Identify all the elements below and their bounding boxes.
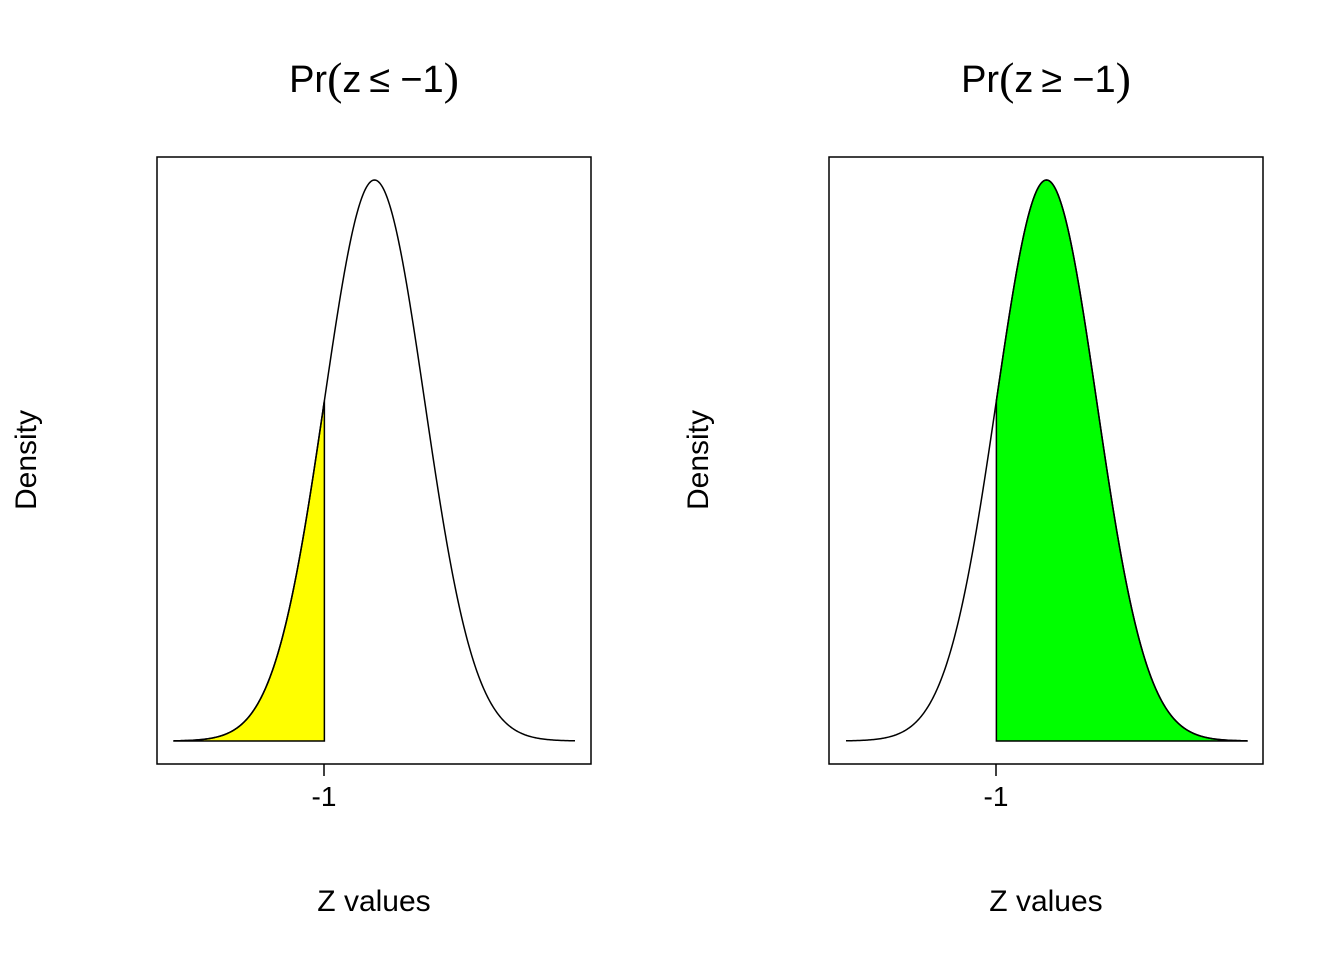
x-axis-label: Z values	[989, 885, 1102, 918]
y-axis-label: Density	[682, 410, 715, 510]
plot-frame	[828, 156, 1264, 765]
title-open-paren: (	[999, 53, 1014, 104]
shaded-area-upper-tail	[995, 179, 1248, 742]
title-open-paren: (	[327, 53, 342, 104]
title-variable: z	[1014, 59, 1033, 101]
chart-title: Pr(z ≥ −1)	[961, 53, 1131, 104]
y-axis-label: Density	[10, 410, 43, 510]
title-operator: ≥	[1041, 59, 1062, 101]
title-close-paren: )	[444, 53, 459, 104]
title-operator: ≤	[369, 59, 390, 101]
x-tick-label: -1	[312, 781, 337, 812]
title-minus-sign: −	[400, 59, 422, 101]
plot-frame	[156, 156, 592, 765]
title-close-paren: )	[1116, 53, 1131, 104]
x-tick-label: -1	[984, 781, 1009, 812]
x-axis-label: Z values	[317, 885, 430, 918]
title-value: 1	[1094, 59, 1115, 101]
chart-title: Pr(z ≤ −1)	[289, 53, 459, 104]
density-curve	[845, 179, 1248, 742]
shaded-area-lower-tail	[173, 400, 326, 742]
title-minus-sign: −	[1072, 59, 1094, 101]
panel-left: Pr(z ≤ −1) -1 Z values Density	[10, 53, 592, 918]
title-prefix: Pr	[289, 59, 327, 101]
density-curve	[173, 179, 576, 742]
title-prefix: Pr	[961, 59, 999, 101]
title-value: 1	[422, 59, 443, 101]
panel-right: Pr(z ≥ −1) -1 Z values Density	[682, 53, 1264, 918]
title-variable: z	[342, 59, 361, 101]
